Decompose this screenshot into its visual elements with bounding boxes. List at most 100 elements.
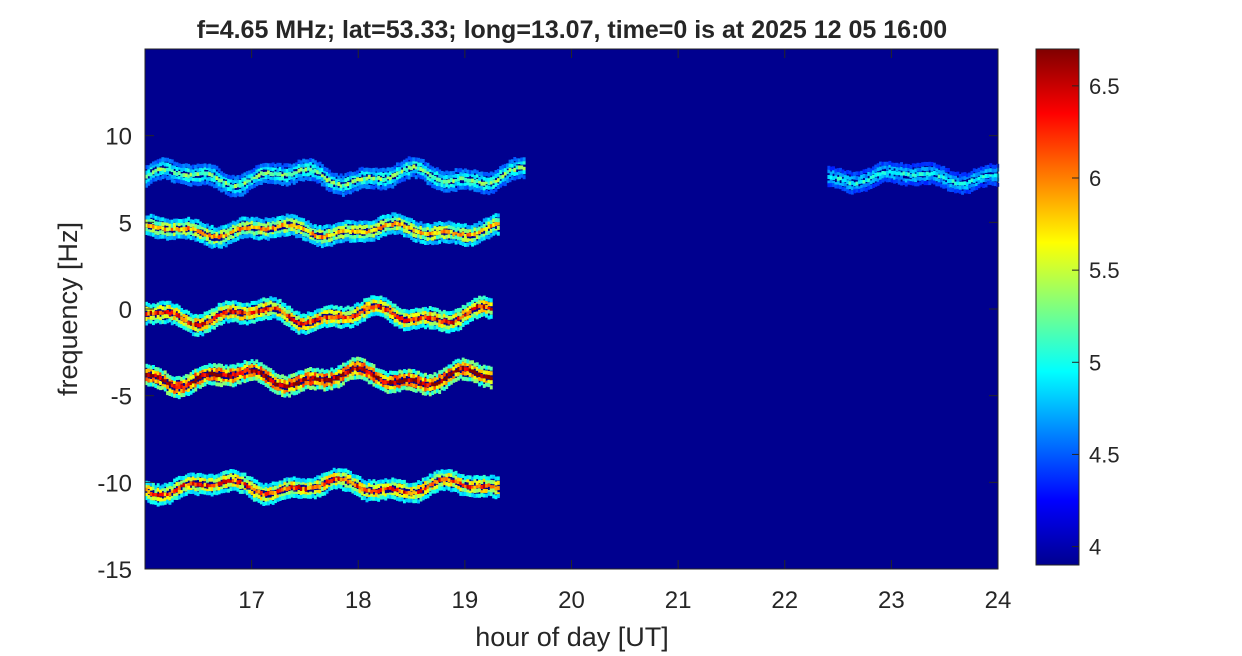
heatmap-cell: [386, 379, 390, 384]
heatmap-cell: [503, 163, 507, 168]
heatmap-cell: [457, 311, 460, 316]
heatmap-cell: [374, 296, 378, 301]
heatmap-cell: [252, 183, 256, 188]
heatmap-cell: [250, 234, 254, 239]
heatmap-cell: [170, 376, 174, 381]
heatmap-cell: [337, 239, 341, 244]
heatmap-cell: [184, 487, 188, 492]
heatmap-cell: [199, 380, 202, 385]
heatmap-cell: [271, 225, 275, 230]
heatmap-cell: [489, 376, 493, 381]
heatmap-cell: [199, 314, 202, 319]
heatmap-cell: [313, 313, 317, 318]
heatmap-cell: [480, 171, 484, 176]
heatmap-cell: [159, 320, 162, 325]
heatmap-cell: [154, 177, 158, 182]
heatmap-cell: [199, 181, 202, 186]
heatmap-cell: [342, 362, 345, 367]
heatmap-cell: [839, 176, 842, 181]
heatmap-cell: [290, 378, 294, 383]
heatmap-cell: [513, 162, 517, 167]
heatmap-cell: [414, 159, 418, 164]
heatmap-cell: [447, 469, 451, 473]
heatmap-cell: [377, 309, 381, 314]
heatmap-cell: [177, 314, 181, 319]
heatmap-cell: [836, 184, 840, 189]
heatmap-cell: [295, 215, 298, 220]
heatmap-cell: [337, 187, 341, 192]
heatmap-cell: [306, 482, 310, 487]
heatmap-cell: [466, 484, 470, 489]
heatmap-cell: [344, 191, 348, 196]
heatmap-cell: [203, 488, 207, 493]
heatmap-cell: [220, 489, 223, 494]
heatmap-cell: [309, 372, 313, 377]
heatmap-cell: [942, 170, 946, 175]
heatmap-cell: [367, 185, 371, 189]
heatmap-cell: [203, 482, 207, 487]
heatmap-cell: [290, 218, 294, 223]
heatmap-cell: [311, 164, 315, 169]
heatmap-cell: [389, 380, 392, 385]
heatmap-cell: [471, 300, 474, 304]
heatmap-cell: [379, 312, 383, 317]
heatmap-cell: [862, 169, 866, 174]
heatmap-cell: [339, 318, 343, 323]
heatmap-cell: [518, 170, 521, 175]
heatmap-cell: [367, 174, 371, 179]
heatmap-cell: [156, 167, 160, 172]
heatmap-cell: [367, 488, 371, 493]
heatmap-cell: [475, 484, 479, 489]
heatmap-cell: [163, 384, 167, 389]
heatmap-cell: [159, 221, 162, 226]
heatmap-cell: [335, 186, 338, 191]
heatmap-cell: [196, 381, 200, 386]
heatmap-cell: [297, 480, 301, 485]
heatmap-cell: [332, 369, 336, 374]
heatmap-cell: [468, 475, 472, 480]
heatmap-cell: [159, 488, 162, 493]
heatmap-cell: [370, 185, 374, 190]
heatmap-cell: [482, 171, 486, 176]
heatmap-cell: [473, 175, 477, 180]
heatmap-cell: [206, 241, 209, 246]
heatmap-cell: [187, 163, 191, 168]
heatmap-cell: [344, 173, 348, 178]
heatmap-cell: [370, 295, 374, 300]
heatmap-cell: [224, 364, 228, 369]
x-tick-label: 19: [452, 587, 479, 614]
heatmap-cell: [159, 492, 162, 497]
heatmap-cell: [473, 232, 477, 237]
heatmap-cell: [311, 158, 315, 163]
heatmap-cell: [489, 307, 493, 312]
heatmap-cell: [482, 474, 486, 479]
heatmap-cell: [316, 377, 320, 382]
heatmap-cell: [243, 216, 247, 221]
heatmap-cell: [243, 302, 247, 307]
heatmap-cell: [196, 371, 200, 376]
heatmap-cell: [433, 316, 437, 321]
heatmap-cell: [224, 315, 228, 320]
heatmap-cell: [168, 318, 172, 323]
heatmap-cell: [419, 388, 423, 393]
heatmap-cell: [274, 386, 277, 391]
heatmap-cell: [304, 494, 308, 499]
heatmap-cell: [471, 374, 474, 379]
heatmap-cell: [452, 226, 456, 231]
heatmap-cell: [893, 162, 896, 167]
heatmap-cell: [217, 382, 221, 387]
heatmap-cell: [304, 227, 308, 232]
heatmap-cell: [909, 174, 913, 179]
heatmap-cell: [201, 171, 205, 176]
heatmap-cell: [440, 471, 444, 476]
heatmap-cell: [332, 477, 336, 481]
heatmap-cell: [850, 190, 854, 195]
heatmap-cell: [173, 161, 176, 166]
heatmap-cell: [290, 179, 294, 184]
heatmap-cell: [276, 489, 280, 494]
heatmap-cell: [229, 187, 233, 192]
heatmap-cell: [478, 179, 481, 184]
heatmap-cell: [473, 223, 477, 228]
heatmap-cell: [829, 183, 833, 188]
heatmap-cell: [302, 490, 306, 495]
